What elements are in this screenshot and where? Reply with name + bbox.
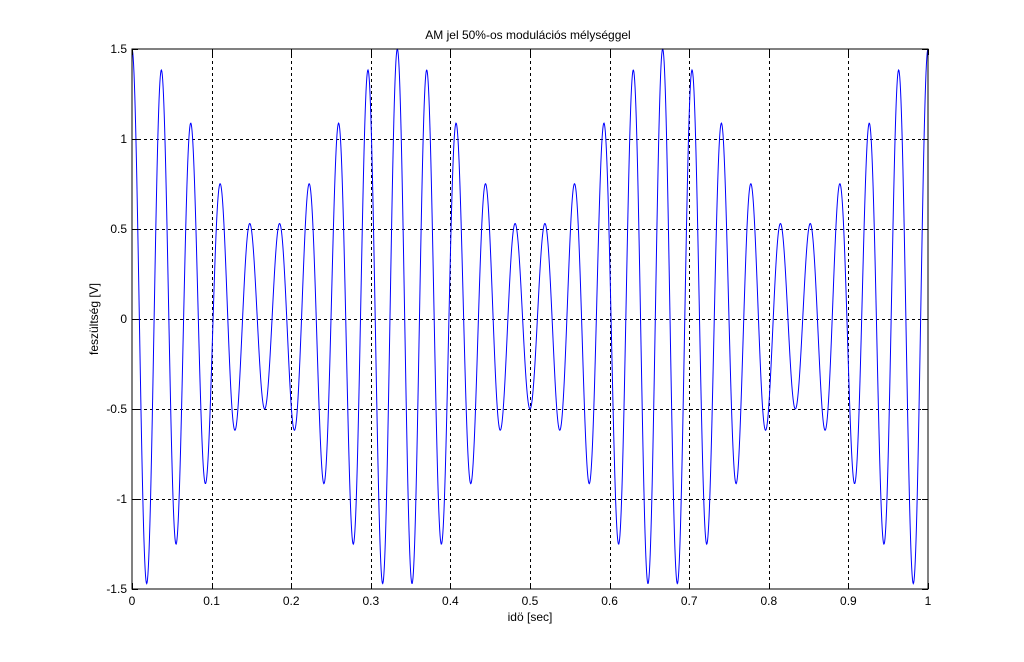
x-axis-label: idö [sec] [508, 610, 553, 624]
x-tick-label: 0.7 [681, 594, 698, 608]
y-tick-label: 1.5 [110, 42, 127, 56]
x-tick-label: 1 [925, 594, 932, 608]
x-tick-label: 0 [129, 594, 136, 608]
x-tick-label: 0.6 [601, 594, 618, 608]
x-tick-label: 0.2 [283, 594, 300, 608]
x-tick-label: 0.8 [760, 594, 777, 608]
y-tick-label: -0.5 [106, 402, 127, 416]
series-line [131, 48, 929, 585]
chart-title: AM jel 50%-os modulációs mélységgel [425, 28, 630, 42]
y-tick-label: -1 [116, 492, 127, 506]
x-tick-label: 0.3 [362, 594, 379, 608]
x-tick-label: 0.1 [203, 594, 220, 608]
y-tick-label: 0 [120, 312, 127, 326]
y-axis-label: feszültség [V] [87, 283, 101, 355]
ticks [132, 49, 929, 590]
x-tick-label: 0.4 [442, 594, 459, 608]
y-tick-label: -1.5 [106, 582, 127, 596]
y-tick-label: 1 [120, 132, 127, 146]
x-tick-label: 0.9 [840, 594, 857, 608]
y-tick-labels: -1.5 -1 -0.5 0 0.5 1 1.5 [106, 42, 127, 596]
y-tick-label: 0.5 [110, 222, 127, 236]
x-tick-labels: 0 0.1 0.2 0.3 0.4 0.5 0.6 0.7 0.8 0.9 1 [129, 594, 932, 608]
x-tick-label: 0.5 [522, 594, 539, 608]
